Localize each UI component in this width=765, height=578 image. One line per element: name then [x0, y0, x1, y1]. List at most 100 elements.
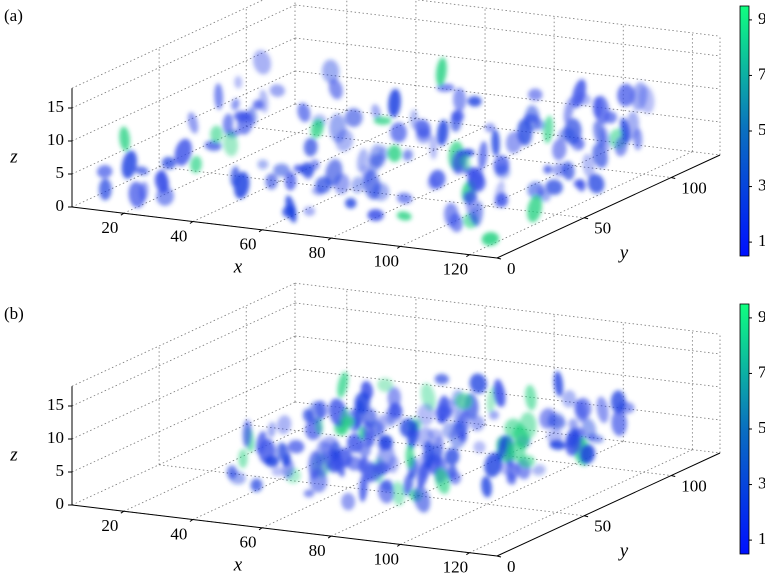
volume-blob	[282, 453, 291, 467]
volume-blob	[269, 84, 285, 97]
volume-blob	[543, 165, 553, 174]
colorbar-tick-label: 7	[758, 362, 765, 381]
volume-blob	[403, 472, 414, 496]
volume-blob	[575, 92, 592, 106]
colorbar-tick-label: 5	[758, 120, 765, 139]
volume-blob	[415, 119, 431, 139]
y-tick	[671, 177, 676, 180]
volume-blob	[234, 76, 243, 89]
volume-blob	[467, 96, 482, 107]
y-tick-label: 100	[681, 476, 707, 495]
z-tick-label: 5	[56, 163, 65, 182]
volume-blob	[631, 81, 648, 111]
grid-line	[294, 302, 721, 355]
volume-blob	[491, 129, 500, 157]
volume-blob	[337, 371, 349, 398]
volume-blob	[549, 440, 566, 450]
grid-line	[261, 126, 486, 231]
grid-line	[71, 70, 296, 175]
volume-blob	[439, 398, 457, 415]
volume-blob	[582, 153, 595, 179]
x-axis	[71, 206, 498, 259]
colorbar-tick-label: 9	[758, 9, 765, 28]
volume-blob	[341, 492, 356, 511]
colorbar-tick-label: 3	[758, 473, 765, 492]
volume-blob	[387, 145, 402, 162]
x-tick-label: 100	[374, 251, 400, 270]
volume-blob	[282, 205, 296, 218]
volume-blob	[593, 121, 606, 148]
z-axis-label: z	[9, 444, 18, 465]
volume-blob	[391, 481, 405, 506]
volume-blob	[405, 444, 415, 469]
volume-blob	[325, 159, 343, 187]
volume-blob	[210, 125, 223, 143]
volume-blob	[328, 78, 343, 100]
volume-blob	[592, 96, 603, 119]
volume-blob	[430, 443, 444, 463]
x-tick	[120, 510, 125, 514]
volume-blob	[335, 129, 354, 152]
volume-blob	[610, 390, 626, 414]
volume-blob	[303, 489, 315, 498]
x-axis-label: x	[233, 256, 243, 277]
volume-blob	[562, 390, 577, 408]
x-tick-label: 60	[240, 533, 257, 552]
volume-blob	[488, 410, 500, 420]
volume-blob	[494, 164, 511, 179]
grid-line	[294, 103, 721, 156]
volume-blob	[264, 455, 279, 468]
colorbar-tick-label: 5	[758, 418, 765, 437]
volume-blob	[576, 178, 586, 192]
volume-blob	[238, 449, 248, 469]
volume-blob	[174, 138, 192, 166]
volume-blob	[596, 396, 609, 424]
z-tick-label: 15	[47, 97, 64, 116]
volume-blob	[565, 427, 579, 448]
volume-blob	[233, 171, 250, 199]
volume-blob	[399, 418, 417, 438]
colorbar-tick-label: 1	[758, 231, 765, 250]
volume-blob	[257, 159, 269, 170]
volume-blob	[373, 116, 392, 125]
volume-blob	[525, 384, 537, 411]
x-tick	[327, 237, 332, 241]
grid-line	[294, 37, 721, 90]
y-tick	[496, 257, 502, 260]
grid-line	[71, 401, 296, 506]
volume-blob	[255, 431, 267, 455]
volume-blob	[579, 444, 596, 464]
volume-render	[96, 49, 655, 246]
volume-blob	[226, 465, 238, 479]
volume-blob	[455, 393, 473, 410]
volume-blob	[250, 478, 263, 492]
volume-blob	[373, 461, 390, 476]
x-tick	[466, 254, 470, 258]
volume-blob	[467, 172, 486, 193]
volume-blob	[611, 410, 628, 437]
volume-blob	[547, 412, 565, 429]
z-tick-label: 5	[56, 461, 65, 480]
panel: 20 40 60 80 100 120 0 50 100 0 5 10 15 x y z (a) 1 3 5 7 9	[4, 0, 765, 279]
volume-blob	[253, 49, 272, 75]
volume-render	[226, 371, 635, 513]
z-tick-label: 0	[56, 494, 65, 513]
volume-blob	[617, 83, 635, 107]
y-tick	[583, 515, 589, 518]
volume-blob	[390, 122, 407, 143]
colorbar	[739, 5, 750, 257]
x-tick-label: 40	[170, 524, 187, 543]
box-edge	[71, 282, 296, 387]
grid-line	[469, 449, 693, 554]
colorbar	[739, 303, 750, 555]
volume-blob	[344, 108, 363, 128]
volume-blob	[545, 179, 563, 195]
x-tick-label: 20	[101, 218, 118, 237]
z-tick-label: 15	[47, 395, 64, 414]
volume-blob	[362, 407, 377, 428]
z-axis-label: z	[9, 146, 18, 167]
volume-blob	[358, 442, 371, 458]
volume-blob	[315, 176, 332, 194]
volume-blob	[528, 88, 543, 101]
x-tick-label: 100	[374, 549, 400, 568]
